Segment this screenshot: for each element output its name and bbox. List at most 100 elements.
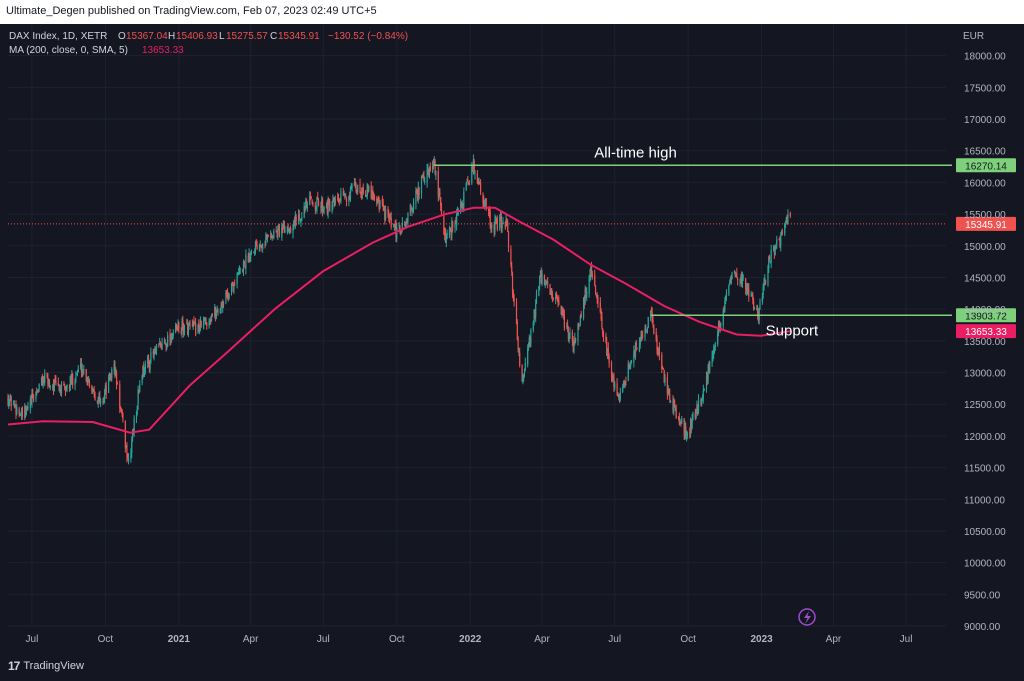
candle-body bbox=[596, 294, 598, 300]
candle-body bbox=[49, 385, 51, 387]
candle-body bbox=[767, 267, 769, 285]
candle-body bbox=[768, 256, 771, 262]
candle-body bbox=[244, 265, 246, 269]
legend-high: 15406.93 bbox=[176, 31, 218, 42]
candle-body bbox=[191, 324, 194, 326]
candle-body bbox=[96, 400, 99, 403]
candle-body bbox=[706, 375, 708, 380]
candle-body bbox=[545, 282, 547, 284]
candle-body bbox=[646, 328, 649, 332]
candle-body bbox=[389, 216, 391, 220]
price-axis[interactable]: 9000.00 9500.00 10000.00 10500.00 11000.00 11… bbox=[964, 52, 1006, 633]
candle-body bbox=[427, 169, 429, 171]
candle-body bbox=[561, 310, 563, 314]
candle-body bbox=[527, 347, 530, 349]
candle-body bbox=[230, 283, 233, 292]
candle-body bbox=[264, 245, 266, 247]
candle-body bbox=[37, 390, 39, 392]
candle-body bbox=[20, 414, 22, 416]
candle-body bbox=[573, 343, 575, 352]
candle-body bbox=[628, 363, 630, 368]
candle-body bbox=[40, 377, 43, 384]
candle-body bbox=[119, 407, 122, 409]
candle-body bbox=[299, 220, 301, 222]
candle-body bbox=[286, 227, 289, 233]
candle-body bbox=[444, 232, 446, 236]
candle-body bbox=[214, 307, 216, 316]
candle-body bbox=[400, 230, 402, 235]
candle-body bbox=[446, 232, 448, 239]
candle-body bbox=[116, 383, 118, 385]
candle-body bbox=[629, 365, 631, 367]
price-chart[interactable]: All-time high 16270.14 Support 13903.72 1534… bbox=[0, 24, 1024, 651]
candle-body bbox=[728, 285, 730, 294]
candle-body bbox=[577, 323, 579, 341]
candle-body bbox=[775, 246, 777, 249]
candle-body bbox=[203, 319, 205, 321]
candle-body bbox=[254, 242, 257, 251]
candle-body bbox=[333, 200, 336, 204]
price-tick-label: 17500.00 bbox=[964, 83, 1006, 94]
time-tick-label: Jul bbox=[608, 634, 621, 645]
candle-body bbox=[248, 253, 250, 263]
candle-body bbox=[53, 381, 55, 391]
candle-body bbox=[540, 272, 542, 283]
candle-body bbox=[776, 239, 778, 246]
legend-c-label: C bbox=[270, 31, 277, 42]
candle-body bbox=[187, 325, 190, 335]
time-axis[interactable]: Jul Oct 2021 Apr Jul Oct 2022 Apr Jul Oct 2023 Apr J… bbox=[26, 634, 913, 645]
tradingview-logo[interactable]: 17 TradingView bbox=[8, 659, 84, 673]
candle-body bbox=[700, 399, 702, 405]
candle-body bbox=[663, 370, 665, 383]
candle-body bbox=[547, 281, 549, 284]
candle-body bbox=[383, 206, 385, 209]
candle-body bbox=[673, 400, 675, 412]
candle-body bbox=[170, 336, 172, 341]
candle-body bbox=[479, 182, 482, 193]
legend-change: −130.52 (−0.84%) bbox=[328, 31, 408, 42]
candle-body bbox=[219, 308, 221, 313]
price-tick-label: 14500.00 bbox=[964, 273, 1006, 284]
ma-legend-label: MA (200, close, 0, SMA, 5) bbox=[9, 45, 128, 56]
candle-body bbox=[292, 228, 294, 234]
candle-body bbox=[171, 337, 174, 340]
candle-body bbox=[482, 193, 484, 203]
price-tick-label: 11000.00 bbox=[964, 495, 1005, 506]
candle-body bbox=[216, 309, 218, 313]
candle-body bbox=[202, 320, 205, 330]
candle-body bbox=[331, 205, 333, 212]
candle-body bbox=[345, 195, 347, 197]
candle-body bbox=[182, 319, 184, 328]
candle-body bbox=[102, 401, 104, 403]
candle-body bbox=[719, 327, 721, 329]
candle-body bbox=[697, 399, 700, 413]
candle-body bbox=[452, 222, 454, 228]
candle-body bbox=[679, 420, 681, 423]
candle-body bbox=[214, 306, 217, 317]
candle-body bbox=[417, 185, 419, 200]
candle-body bbox=[404, 225, 407, 227]
candle-body bbox=[276, 231, 278, 234]
candle-body bbox=[712, 353, 714, 357]
candle-body bbox=[650, 311, 653, 313]
candle-body bbox=[720, 325, 722, 327]
candle-body bbox=[333, 198, 335, 201]
candle-body bbox=[772, 247, 775, 252]
candle-body bbox=[683, 418, 685, 435]
candle-body bbox=[518, 351, 520, 353]
candle-body bbox=[422, 176, 424, 178]
lightning-icon[interactable] bbox=[798, 608, 816, 626]
candle-body bbox=[155, 349, 157, 351]
candle-body bbox=[578, 325, 580, 327]
candle-body bbox=[745, 278, 747, 290]
candle-body bbox=[742, 276, 744, 278]
candle-body bbox=[388, 214, 390, 219]
candle-body bbox=[175, 325, 177, 333]
candle-body bbox=[602, 329, 604, 335]
legend-symbol: DAX Index, 1D, XETR bbox=[9, 31, 107, 42]
candle-body bbox=[55, 380, 57, 385]
time-tick-label: 2022 bbox=[459, 634, 482, 645]
time-tick-label: Jul bbox=[900, 634, 913, 645]
candle-body bbox=[539, 275, 541, 286]
candle-body bbox=[462, 205, 464, 207]
